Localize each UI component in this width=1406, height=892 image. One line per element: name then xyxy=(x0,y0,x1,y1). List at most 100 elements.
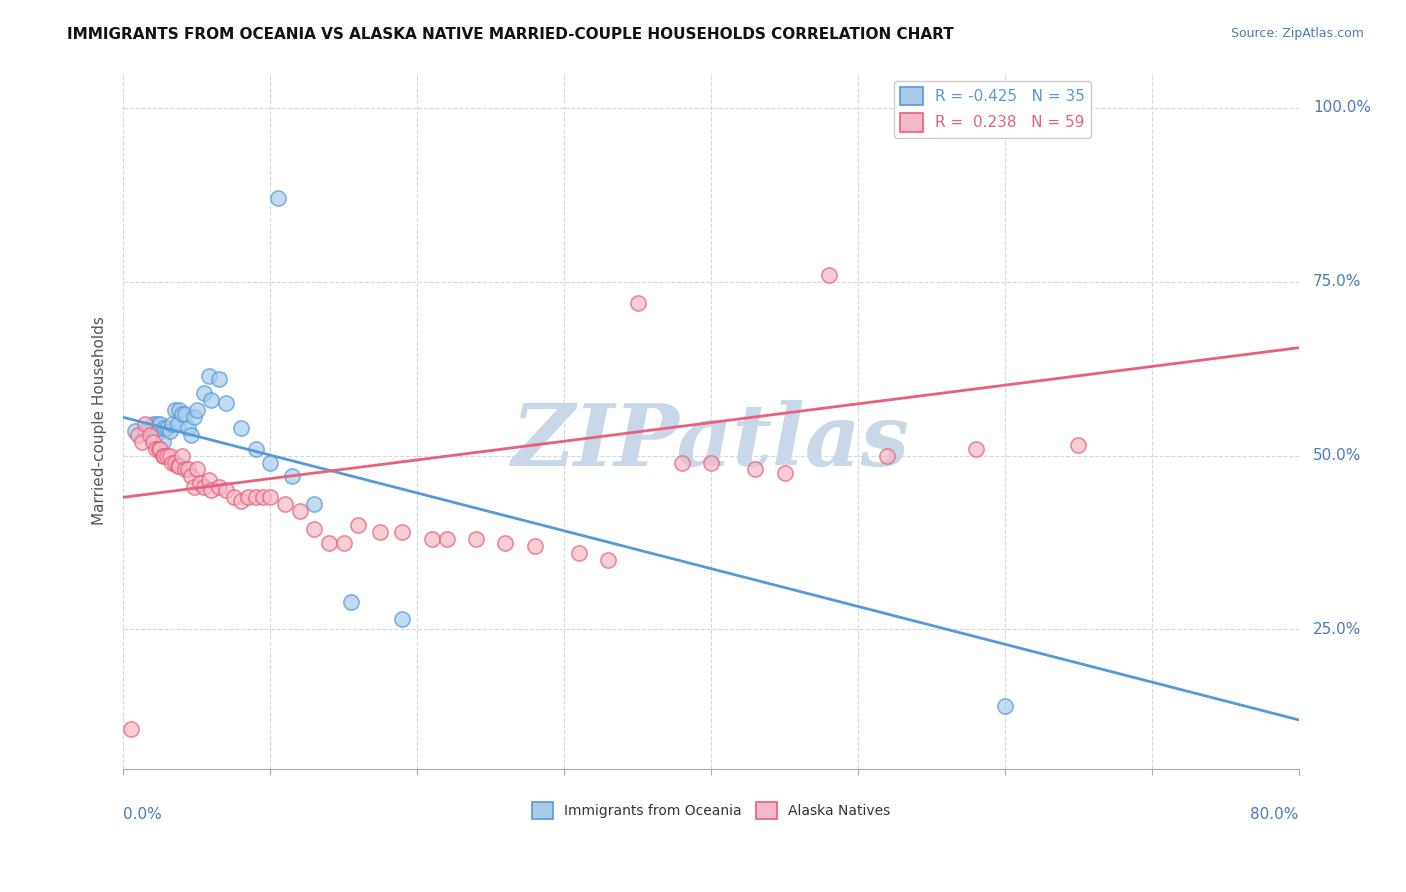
Point xyxy=(200,392,222,407)
Point xyxy=(288,504,311,518)
Point xyxy=(163,456,186,470)
Y-axis label: Married-couple Households: Married-couple Households xyxy=(93,317,107,525)
Point xyxy=(245,442,267,456)
Point xyxy=(131,434,153,449)
Point xyxy=(120,722,142,736)
Point xyxy=(180,469,202,483)
Point xyxy=(183,480,205,494)
Point xyxy=(347,518,370,533)
Point xyxy=(391,525,413,540)
Point xyxy=(965,442,987,456)
Point xyxy=(152,449,174,463)
Point xyxy=(146,417,169,432)
Point xyxy=(252,491,274,505)
Point xyxy=(172,407,194,421)
Point xyxy=(166,417,188,432)
Point xyxy=(245,491,267,505)
Point xyxy=(197,368,219,383)
Point xyxy=(186,462,208,476)
Point xyxy=(186,403,208,417)
Point xyxy=(127,427,149,442)
Point xyxy=(523,539,546,553)
Text: 0.0%: 0.0% xyxy=(124,807,162,822)
Point xyxy=(139,421,162,435)
Point xyxy=(420,532,443,546)
Point xyxy=(153,421,176,435)
Point xyxy=(494,535,516,549)
Point xyxy=(773,466,796,480)
Point xyxy=(142,434,165,449)
Point xyxy=(174,462,197,476)
Point xyxy=(304,522,326,536)
Point xyxy=(700,456,723,470)
Point xyxy=(229,421,252,435)
Point xyxy=(436,532,458,546)
Point xyxy=(149,417,172,432)
Point xyxy=(167,403,190,417)
Point xyxy=(229,493,252,508)
Point xyxy=(166,458,188,473)
Point xyxy=(180,427,202,442)
Point xyxy=(318,535,340,549)
Point xyxy=(222,491,245,505)
Point xyxy=(465,532,488,546)
Point xyxy=(188,476,211,491)
Point xyxy=(193,480,215,494)
Point xyxy=(281,469,304,483)
Point xyxy=(142,417,165,432)
Point xyxy=(671,456,693,470)
Point xyxy=(238,491,260,505)
Point xyxy=(167,458,190,473)
Legend: Immigrants from Oceania, Alaska Natives: Immigrants from Oceania, Alaska Natives xyxy=(527,797,896,824)
Point xyxy=(153,449,176,463)
Point xyxy=(744,462,766,476)
Point xyxy=(160,417,183,432)
Text: 50.0%: 50.0% xyxy=(1313,448,1361,463)
Point xyxy=(183,410,205,425)
Point xyxy=(197,473,219,487)
Text: Source: ZipAtlas.com: Source: ZipAtlas.com xyxy=(1230,27,1364,40)
Point xyxy=(568,546,591,560)
Point xyxy=(177,462,200,476)
Point xyxy=(1067,438,1090,452)
Point xyxy=(177,421,200,435)
Text: IMMIGRANTS FROM OCEANIA VS ALASKA NATIVE MARRIED-COUPLE HOUSEHOLDS CORRELATION C: IMMIGRANTS FROM OCEANIA VS ALASKA NATIVE… xyxy=(67,27,955,42)
Point xyxy=(160,456,183,470)
Point xyxy=(159,449,181,463)
Text: ZIPatlas: ZIPatlas xyxy=(512,400,910,483)
Point xyxy=(145,442,167,456)
Point xyxy=(332,535,354,549)
Point xyxy=(134,417,156,432)
Point xyxy=(174,407,197,421)
Point xyxy=(208,480,231,494)
Point xyxy=(626,295,648,310)
Point xyxy=(876,449,898,463)
Point xyxy=(340,595,363,609)
Text: 80.0%: 80.0% xyxy=(1250,807,1299,822)
Text: 100.0%: 100.0% xyxy=(1313,100,1371,115)
Point xyxy=(215,396,238,410)
Point xyxy=(124,424,146,438)
Point xyxy=(134,424,156,438)
Point xyxy=(200,483,222,498)
Point xyxy=(139,427,162,442)
Point xyxy=(259,456,281,470)
Point xyxy=(163,403,186,417)
Point xyxy=(156,449,179,463)
Text: 25.0%: 25.0% xyxy=(1313,622,1361,637)
Point xyxy=(598,553,620,567)
Point xyxy=(159,424,181,438)
Point xyxy=(304,497,326,511)
Point xyxy=(156,421,179,435)
Point xyxy=(391,612,413,626)
Point xyxy=(172,449,194,463)
Point xyxy=(259,491,281,505)
Point xyxy=(215,483,238,498)
Point xyxy=(274,497,297,511)
Point xyxy=(152,434,174,449)
Point xyxy=(817,268,839,282)
Point xyxy=(370,525,392,540)
Point xyxy=(266,191,288,205)
Point xyxy=(994,698,1017,713)
Point xyxy=(208,372,231,386)
